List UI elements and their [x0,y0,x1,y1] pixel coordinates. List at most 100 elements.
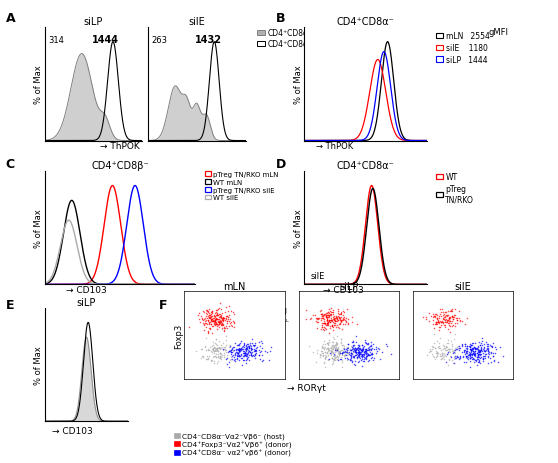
Point [244,344,253,352]
Point [475,349,484,356]
Point [223,349,232,356]
Point [211,306,220,313]
Point [225,347,234,354]
Point [241,349,250,356]
Point [343,344,352,351]
Point [358,346,367,353]
Point [449,349,458,357]
Point [448,313,457,321]
Point [197,312,206,319]
Point [471,344,480,352]
Point [326,349,335,357]
Point [329,349,338,356]
Point [227,347,235,355]
Point [326,350,335,357]
Point [258,351,267,359]
Point [325,330,334,337]
Point [490,349,499,357]
Point [468,350,477,357]
Point [429,313,438,320]
Point [210,319,219,326]
Point [349,354,358,362]
Point [220,309,229,316]
Point [444,320,453,327]
Point [429,314,437,321]
Point [323,320,331,327]
Point [441,308,450,316]
Point [213,321,222,328]
Point [478,355,487,363]
Point [314,315,323,323]
Point [215,354,224,362]
Point [465,342,474,350]
Point [450,349,459,357]
Point [229,351,238,359]
Point [336,317,345,325]
Point [211,320,220,328]
Point [243,344,252,351]
Point [475,348,484,355]
Point [460,321,469,328]
Point [474,351,483,358]
Point [207,309,216,316]
Point [229,319,238,326]
Point [367,350,376,358]
Point [334,354,343,361]
Point [216,353,225,361]
Point [333,356,341,363]
Point [318,347,326,355]
Point [242,359,251,367]
Point [205,344,214,351]
Point [327,317,336,325]
Point [433,317,442,324]
Point [324,313,333,321]
Point [483,343,492,350]
Point [318,344,326,351]
Point [337,350,346,357]
Point [432,348,441,355]
Point [352,349,360,356]
Point [445,322,454,330]
Point [476,341,485,349]
Point [352,348,360,356]
Point [239,345,248,353]
Point [315,307,324,314]
Point [329,343,338,350]
Point [318,324,327,332]
Point [222,322,230,330]
Point [234,352,243,359]
Point [330,351,339,358]
Point [330,312,339,319]
Point [460,346,469,354]
Point [470,358,479,366]
Point [330,321,339,329]
Point [249,342,258,349]
Point [442,344,451,351]
Point [218,321,227,329]
Point [310,312,319,319]
Point [334,356,343,363]
Text: gMFI: gMFI [488,28,508,37]
Point [203,321,211,328]
Point [206,316,215,323]
Point [441,358,450,366]
Point [330,351,339,359]
Point [230,318,239,325]
Point [315,352,324,359]
Point [432,348,441,356]
Point [326,348,335,356]
Point [479,354,488,362]
Point [225,363,234,371]
Point [318,344,326,352]
Point [476,360,485,367]
Title: CD4⁺CD8β⁻: CD4⁺CD8β⁻ [91,161,149,170]
Point [343,346,352,354]
Point [383,343,392,350]
Point [208,313,217,320]
Point [332,315,341,322]
Point [478,337,487,344]
Point [217,322,225,329]
Point [468,355,477,363]
Point [346,352,355,359]
Point [205,353,214,360]
